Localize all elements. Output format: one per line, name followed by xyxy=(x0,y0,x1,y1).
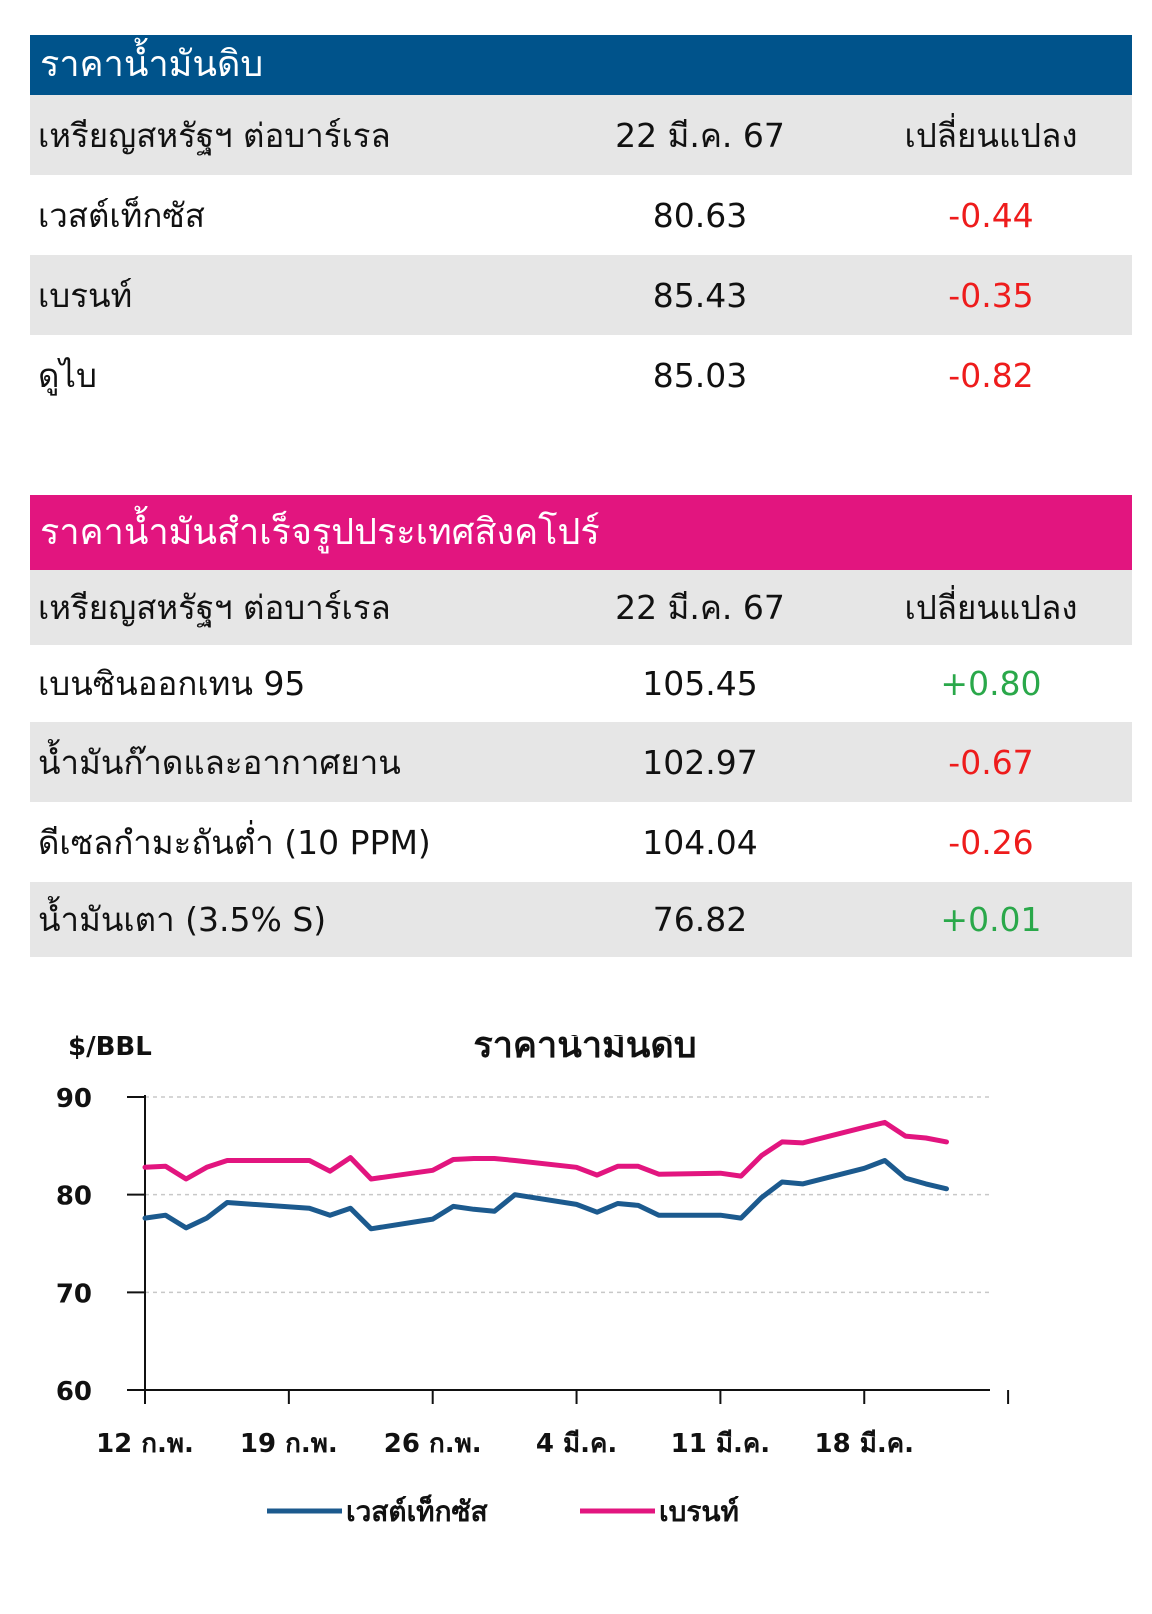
x-tick-label: 26 ก.พ. xyxy=(384,1429,482,1459)
y-tick-label: 60 xyxy=(56,1377,92,1407)
crude-oil-table-title: ราคาน้ำมันดิบ xyxy=(30,35,1132,95)
y-tick-label: 90 xyxy=(56,1084,92,1114)
product-name: เบรนท์ xyxy=(38,275,133,315)
product-name: น้ำมันเตา (3.5% S) xyxy=(38,900,327,939)
chart-title: ราคาน้ำมันดิบ xyxy=(473,1035,696,1066)
x-tick-label: 19 ก.พ. xyxy=(240,1429,338,1459)
price-value: 76.82 xyxy=(652,900,748,939)
x-tick-label: 11 มี.ค. xyxy=(671,1429,771,1459)
change-header: เปลี่ยนแปลง xyxy=(904,588,1078,627)
change-value: -0.67 xyxy=(948,742,1034,782)
table-row: น้ำมันเตา (3.5% S) 76.82 +0.01 xyxy=(30,882,1132,957)
legend-brent-label: เบรนท์ xyxy=(659,1495,739,1528)
y-axis-ticks: 90 80 70 60 xyxy=(56,1084,146,1407)
date-header: 22 มี.ค. 67 xyxy=(615,588,785,627)
product-name: เบนซินออกเทน 95 xyxy=(38,664,306,703)
brent-series-line xyxy=(142,1119,949,1182)
table-row: เวสต์เท็กซัส 80.63 -0.44 xyxy=(30,175,1132,255)
unit-header: เหรียญสหรัฐฯ ต่อบาร์เรล xyxy=(38,588,391,627)
singapore-products-table: ราคาน้ำมันสำเร็จรูปประเทศสิงคโปร์ เหรียญ… xyxy=(30,495,1132,957)
table-row: เบนซินออกเทน 95 105.45 +0.80 xyxy=(30,645,1132,722)
change-value: -0.35 xyxy=(948,275,1034,315)
x-axis-ticks: 12 ก.พ. 19 ก.พ. 26 ก.พ. 4 มี.ค. 11 มี.ค. 18 ม… xyxy=(96,1389,1010,1459)
product-name: น้ำมันก๊าดและอากาศยาน xyxy=(38,742,401,782)
table-row: เบรนท์ 85.43 -0.35 xyxy=(30,255,1132,335)
change-value: -0.26 xyxy=(948,822,1034,862)
product-name: ดีเซลกำมะถันต่ำ (10 PPM) xyxy=(38,822,431,862)
product-name: เวสต์เท็กซัส xyxy=(38,195,205,235)
price-value: 104.04 xyxy=(642,822,758,862)
product-name: ดูไบ xyxy=(38,355,97,395)
series-lines xyxy=(142,1119,949,1232)
singapore-header-row: เหรียญสหรัฐฯ ต่อบาร์เรล 22 มี.ค. 67 เปลี… xyxy=(30,570,1132,645)
singapore-table-title: ราคาน้ำมันสำเร็จรูปประเทศสิงคโปร์ xyxy=(30,495,1132,570)
y-tick-label: 80 xyxy=(56,1182,92,1212)
x-tick-label: 4 มี.ค. xyxy=(536,1429,617,1459)
crude-oil-table: ราคาน้ำมันดิบ เหรียญสหรัฐฯ ต่อบาร์เรล 22… xyxy=(30,35,1132,415)
date-header: 22 มี.ค. 67 xyxy=(615,115,785,155)
change-value: +0.80 xyxy=(940,664,1042,703)
change-value: +0.01 xyxy=(940,900,1042,939)
unit-header: เหรียญสหรัฐฯ ต่อบาร์เรล xyxy=(38,115,391,155)
crude-price-chart: $/BBL ราคาน้ำมันดิบ 90 80 70 60 12 ก.พ. 19 ก… xyxy=(56,1035,1010,1528)
legend-wti-label: เวสต์เท็กซัส xyxy=(346,1494,489,1528)
wti-series-line xyxy=(142,1158,949,1232)
table-row: ดีเซลกำมะถันต่ำ (10 PPM) 104.04 -0.26 xyxy=(30,802,1132,882)
grid-lines xyxy=(145,1096,990,1294)
price-value: 85.43 xyxy=(652,275,748,315)
x-tick-label: 18 มี.ค. xyxy=(814,1429,914,1459)
price-value: 102.97 xyxy=(642,742,758,782)
change-value: -0.44 xyxy=(948,195,1034,235)
crude-oil-header-row: เหรียญสหรัฐฯ ต่อบาร์เรล 22 มี.ค. 67 เปลี… xyxy=(30,95,1132,175)
price-value: 80.63 xyxy=(652,195,748,235)
table-row: ดูไบ 85.03 -0.82 xyxy=(30,335,1132,415)
price-value: 85.03 xyxy=(652,355,748,395)
price-value: 105.45 xyxy=(642,664,758,703)
change-value: -0.82 xyxy=(948,355,1034,395)
chart-legend: เวสต์เท็กซัส เบรนท์ xyxy=(267,1494,739,1528)
y-axis-unit: $/BBL xyxy=(68,1035,152,1062)
table-row: น้ำมันก๊าดและอากาศยาน 102.97 -0.67 xyxy=(30,722,1132,802)
x-tick-label: 12 ก.พ. xyxy=(96,1429,194,1459)
change-header: เปลี่ยนแปลง xyxy=(904,115,1078,155)
y-tick-label: 70 xyxy=(56,1279,92,1309)
